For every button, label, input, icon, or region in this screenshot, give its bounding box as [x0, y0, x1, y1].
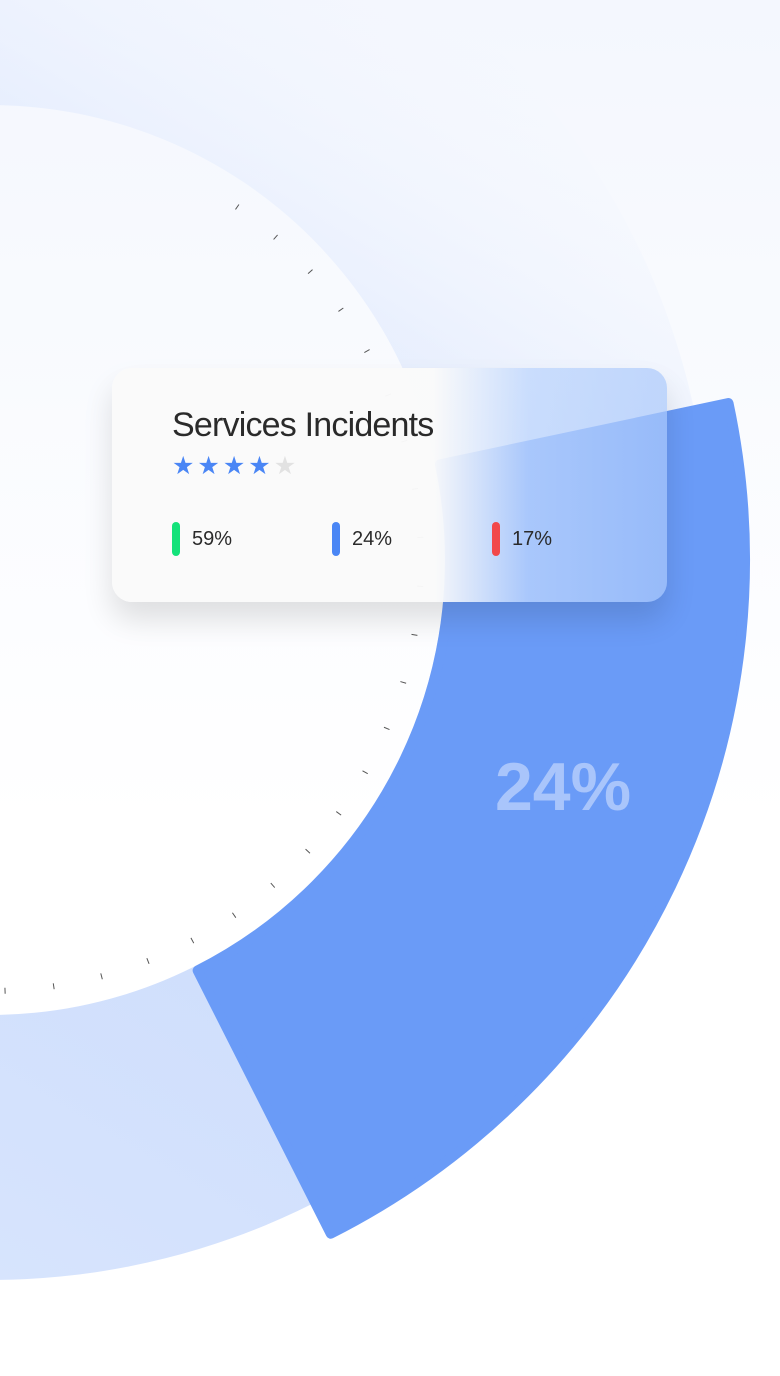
- tick-mark: [335, 811, 342, 816]
- services-incidents-card: Services Incidents ★ ★ ★ ★ ★ 59% 24% 17%: [112, 368, 667, 602]
- legend-item: 17%: [492, 522, 552, 556]
- star-rating: ★ ★ ★ ★ ★: [172, 454, 296, 479]
- star-icon: ★: [197, 452, 220, 480]
- tick-mark: [232, 912, 237, 918]
- legend-value: 24%: [352, 527, 393, 550]
- tick-mark: [273, 234, 278, 240]
- legend-color-bar: [172, 522, 180, 556]
- tick-mark: [307, 269, 313, 274]
- tick-mark: [235, 204, 240, 210]
- tick-mark: [190, 937, 195, 944]
- segment-label: 24%: [495, 749, 631, 825]
- legend-color-bar: [492, 522, 500, 556]
- star-icon: ★: [248, 452, 271, 480]
- tick-mark: [146, 958, 150, 964]
- legend-value: 59%: [192, 527, 233, 550]
- star-icon: ★: [172, 452, 195, 480]
- tick-mark: [364, 349, 370, 353]
- legend-item: 24%: [332, 522, 392, 556]
- tick-mark: [52, 983, 55, 990]
- tick-mark: [305, 848, 311, 854]
- star-icon: ★: [273, 452, 297, 480]
- tick-mark: [338, 307, 344, 312]
- highlighted-segment[interactable]: [192, 398, 750, 1239]
- legend-item: 59%: [172, 522, 232, 556]
- tick-mark: [411, 633, 418, 636]
- tick-mark: [100, 973, 103, 980]
- tick-mark: [383, 726, 390, 731]
- legend-value: 17%: [512, 527, 553, 550]
- star-icon: ★: [222, 452, 246, 480]
- tick-mark: [270, 882, 276, 888]
- card-title: Services Incidents: [172, 406, 434, 444]
- tick-mark: [362, 770, 368, 775]
- tick-mark: [400, 681, 407, 684]
- legend-color-bar: [332, 522, 340, 556]
